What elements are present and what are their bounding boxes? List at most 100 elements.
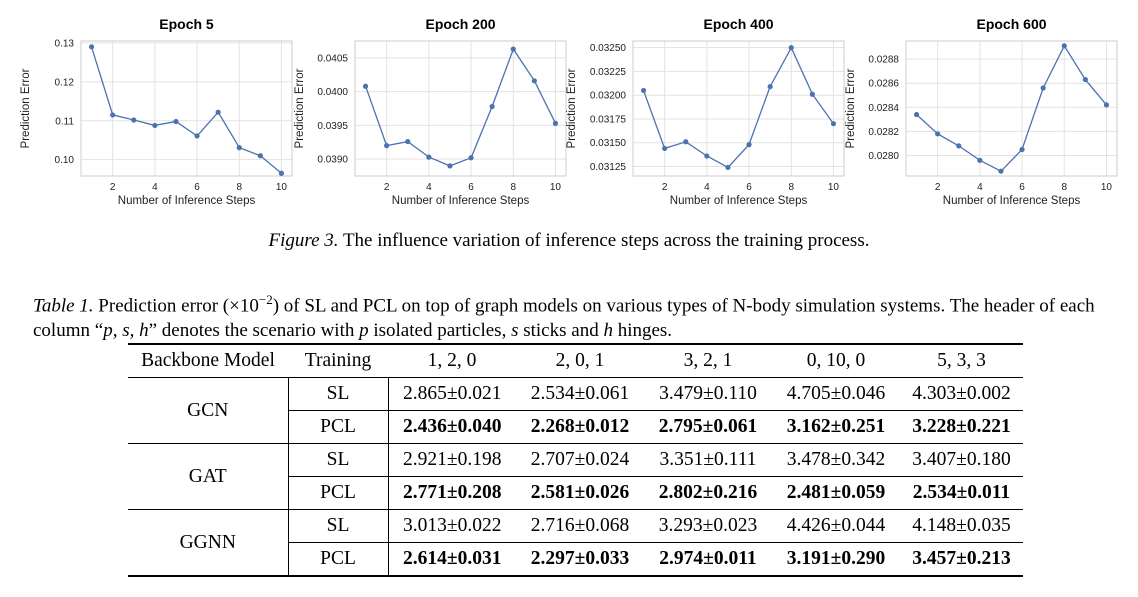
y-tick-label: 0.11 [55, 116, 74, 127]
value-cell-best: 2.268±0.012 [516, 410, 644, 444]
data-point [683, 139, 689, 145]
value-cell-best: 2.481±0.059 [772, 476, 900, 510]
data-point [194, 133, 200, 139]
figure-caption: Figure 3. The influence variation of inf… [0, 230, 1138, 252]
data-point [236, 144, 242, 151]
data-point [489, 103, 495, 110]
table-row: GCN SL 2.865±0.021 2.534±0.061 3.479±0.1… [128, 377, 1023, 421]
training-cell: PCL [287, 476, 388, 510]
series-line [916, 44, 1107, 172]
data-point [468, 155, 474, 161]
value-cell-best: 2.436±0.040 [387, 410, 516, 444]
figure-caption-text: The influence variation of inference ste… [342, 230, 870, 251]
value-cell-best: 2.297±0.033 [516, 542, 644, 576]
y-tick-label: 0.0288 [868, 55, 899, 66]
model-cell-ggnn: GGNN [179, 531, 236, 553]
data-point [257, 153, 263, 159]
data-point [1019, 146, 1025, 153]
table-row: GAT SL 2.921±0.198 2.707±0.024 3.351±0.1… [128, 443, 1023, 487]
x-tick-label: 10 [276, 182, 288, 193]
table-caption: Table 1. Prediction error (×10−2) of SL … [33, 287, 1128, 343]
table-caption-label: Table 1. [33, 295, 94, 317]
table-caption-vars: p, s, h [103, 320, 149, 342]
x-tick-label: 6 [468, 182, 474, 193]
x-tick-label: 8 [788, 182, 794, 193]
x-tick-label: 6 [194, 182, 200, 193]
table-row: GGNN SL 3.013±0.022 2.716±0.068 3.293±0.… [128, 509, 1023, 553]
data-point [1061, 43, 1067, 49]
data-point [1082, 76, 1088, 83]
data-point [704, 153, 710, 159]
table-header-row: Backbone Model Training 1, 2, 0 2, 0, 1 … [128, 344, 1023, 378]
y-axis-label: Prediction Error [294, 68, 306, 148]
y-tick-label: 0.03250 [590, 43, 627, 54]
results-table: Backbone Model Training 1, 2, 0 2, 0, 1 … [128, 343, 1023, 577]
header-training: Training [304, 350, 372, 371]
x-axis-label: Number of Inference Steps [670, 195, 808, 207]
data-point [662, 145, 668, 152]
chart-epoch-600: Epoch 600 2 4 6 8 10 0.0280 0.0282 0.0284 0.0286 0… [845, 16, 1118, 207]
table-caption-text-4: isolated particles, [368, 320, 512, 342]
value-cell: 2.865±0.021 [387, 377, 516, 411]
y-tick-label: 0.0284 [868, 103, 899, 114]
series-line [364, 47, 557, 167]
value-cell-best: 3.228±0.221 [900, 410, 1023, 444]
value-cell: 3.013±0.022 [387, 509, 516, 543]
data-point [110, 112, 116, 118]
y-tick-label: 0.03225 [590, 67, 627, 78]
x-axis-label: Number of Inference Steps [392, 195, 530, 207]
value-cell-best: 2.614±0.031 [387, 542, 516, 576]
data-point [152, 122, 158, 129]
value-cell: 4.705±0.046 [786, 383, 886, 404]
chart-epoch-400: Epoch 400 2 4 6 8 10 0.03125 0.03150 0.03175 0.03… [566, 16, 845, 207]
x-tick-label: 4 [704, 182, 710, 193]
value-cell: 3.293±0.023 [658, 515, 758, 536]
header-scenario-3: 3, 2, 1 [683, 350, 733, 371]
x-tick-label: 8 [236, 182, 242, 193]
header-backbone-model: Backbone Model [141, 350, 275, 371]
x-axis-label: Number of Inference Steps [943, 195, 1081, 207]
table-row: PCL 2.614±0.031 2.297±0.033 2.974±0.011 … [128, 542, 1023, 576]
x-axis-label: Number of Inference Steps [118, 195, 256, 207]
header-scenario-1: 1, 2, 0 [427, 350, 477, 371]
data-point [278, 170, 285, 176]
x-tick-label: 4 [977, 182, 983, 193]
value-cell: 4.426±0.044 [786, 515, 886, 536]
table-row: PCL 2.771±0.208 2.581±0.026 2.802±0.216 … [128, 476, 1023, 510]
data-point [531, 78, 537, 84]
y-tick-label: 0.03175 [590, 114, 627, 125]
chart-title: Epoch 200 [425, 16, 495, 32]
data-point [173, 118, 179, 125]
chart-epoch-5: Epoch 5 2 4 6 8 10 0.10 0.11 0.12 0.13 Number of I… [20, 16, 293, 207]
value-cell: 2.707±0.024 [530, 449, 630, 470]
data-point [746, 142, 752, 148]
x-tick-label: 2 [110, 182, 116, 193]
training-cell: PCL [287, 410, 388, 444]
value-cell-best: 2.534±0.011 [900, 476, 1023, 510]
plot-frame [632, 40, 845, 177]
data-point [935, 131, 941, 137]
data-point [640, 87, 647, 94]
data-point [1040, 85, 1046, 91]
table-caption-text-5: sticks and [518, 320, 604, 342]
value-cell-best: 2.581±0.026 [516, 476, 644, 510]
chart-title: Epoch 5 [159, 16, 214, 32]
table-caption-var-h: h [603, 320, 613, 342]
data-point [956, 143, 962, 149]
data-point [131, 117, 137, 123]
series-line [642, 46, 835, 169]
x-tick-label: 4 [152, 182, 158, 193]
training-cell: SL [287, 443, 388, 477]
data-point [362, 83, 369, 89]
training-cell: SL [287, 377, 388, 411]
y-tick-label: 0.0400 [317, 87, 348, 98]
value-cell-best: 3.457±0.213 [900, 542, 1023, 576]
data-point [809, 91, 815, 97]
y-tick-label: 0.0390 [317, 155, 348, 166]
data-point [1103, 102, 1110, 108]
value-cell: 3.351±0.111 [659, 449, 757, 470]
y-tick-label: 0.03200 [590, 91, 627, 102]
value-cell: 4.303±0.002 [912, 383, 1011, 404]
data-point [215, 109, 221, 115]
y-tick-label: 0.12 [55, 77, 75, 88]
